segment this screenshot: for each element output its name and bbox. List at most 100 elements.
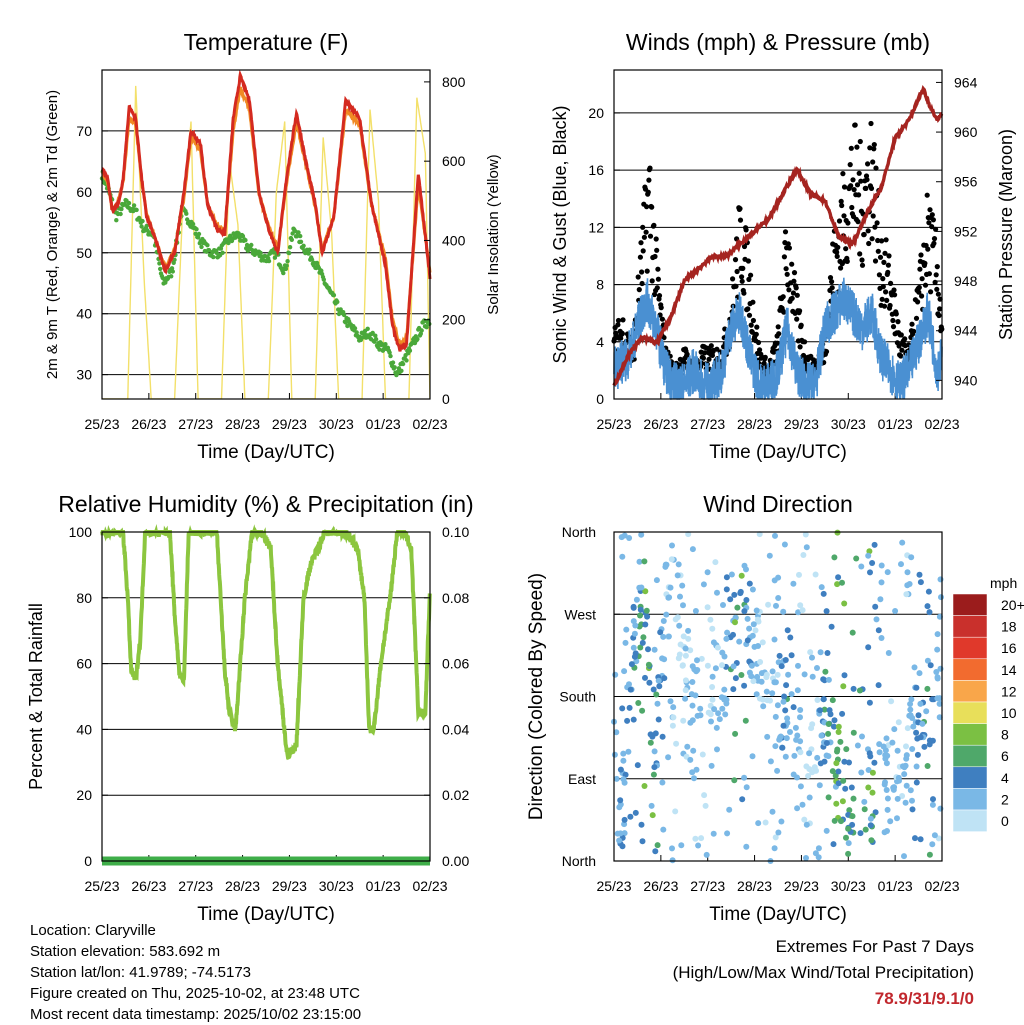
direction-point: [938, 594, 944, 601]
dewpoint-point: [298, 239, 304, 244]
gust-point: [639, 269, 645, 275]
y-tick-label: 0: [596, 391, 604, 407]
gust-point: [936, 312, 942, 319]
gust-point: [745, 306, 751, 312]
gust-point: [885, 269, 891, 275]
direction-point: [820, 676, 827, 683]
gust-point: [776, 331, 782, 337]
gust-point: [783, 266, 789, 272]
direction-point: [783, 735, 790, 742]
direction-tick-label: West: [564, 606, 596, 622]
gust-point: [789, 261, 795, 267]
direction-point: [867, 569, 873, 576]
direction-point: [797, 707, 804, 713]
gust-point: [916, 284, 922, 291]
gust-point: [933, 226, 939, 232]
direction-point: [799, 801, 806, 808]
direction-point: [738, 672, 745, 678]
y2-tick-label: 948: [954, 273, 978, 289]
direction-point: [795, 609, 802, 616]
direction-point: [619, 553, 626, 560]
dewpoint-point: [392, 365, 397, 370]
gust-point: [797, 308, 803, 314]
direction-point: [816, 782, 823, 789]
direction-point: [809, 673, 816, 680]
x-tick-label: 29/23: [784, 878, 819, 894]
direction-point: [866, 699, 873, 706]
direction-point: [711, 706, 718, 713]
gust-point: [808, 353, 814, 359]
direction-point: [702, 802, 709, 809]
direction-point: [833, 800, 840, 807]
direction-point: [904, 582, 911, 589]
direction-point: [781, 693, 788, 700]
direction-point: [841, 672, 848, 679]
direction-point: [776, 736, 783, 743]
speed-legend: mph 20+ 18 16 14 12 10 8 6 4 2 0: [952, 575, 1024, 832]
direction-point: [631, 630, 638, 637]
gust-point: [848, 183, 854, 189]
direction-point: [934, 646, 941, 653]
direction-point: [878, 635, 885, 641]
direction-point: [774, 671, 781, 678]
direction-point: [907, 706, 914, 713]
dewpoint-point: [415, 336, 420, 342]
gust-point: [909, 321, 915, 327]
direction-point: [636, 558, 643, 565]
direction-point: [688, 691, 695, 698]
gust-point: [615, 322, 621, 328]
direction-point: [901, 771, 908, 778]
direction-point: [782, 707, 789, 714]
dewpoint-point: [240, 233, 246, 239]
dewpoint-point: [199, 244, 204, 250]
direction-point: [927, 662, 934, 669]
direction-point: [878, 579, 885, 586]
gust-point: [852, 122, 858, 128]
direction-point: [611, 751, 618, 758]
direction-point: [831, 817, 838, 824]
direction-point: [619, 705, 626, 712]
dewpoint-point: [287, 245, 293, 250]
gust-point: [656, 293, 663, 299]
x-tick-label: 27/23: [690, 416, 725, 432]
direction-point: [754, 673, 761, 680]
direction-point: [680, 717, 687, 724]
direction-point: [871, 759, 878, 766]
direction-point: [867, 815, 874, 822]
dewpoint-point: [205, 243, 210, 248]
legend-swatch: [952, 809, 988, 832]
direction-point: [764, 733, 771, 740]
direction-point: [625, 748, 632, 755]
gust-point: [641, 234, 648, 240]
direction-tick-label: East: [568, 771, 596, 787]
gust-point: [834, 249, 840, 255]
direction-point: [782, 753, 789, 760]
direction-point: [772, 834, 779, 841]
direction-point: [639, 838, 646, 845]
gust-point: [893, 311, 899, 317]
direction-point: [774, 702, 781, 709]
direction-point: [883, 787, 890, 793]
direction-point: [853, 555, 860, 562]
gust-point: [737, 217, 744, 223]
direction-point: [704, 662, 711, 669]
direction-point: [657, 629, 664, 636]
direction-point: [744, 615, 751, 622]
gust-point: [643, 229, 649, 235]
direction-point: [917, 579, 924, 586]
y2-tick-label: 956: [954, 174, 978, 190]
direction-point: [778, 818, 785, 825]
direction-point: [613, 729, 620, 736]
gust-point: [847, 162, 853, 168]
direction-point: [647, 739, 654, 746]
direction-point: [903, 782, 910, 789]
legend-swatch: [952, 766, 988, 789]
y2-tick-label: 0.04: [442, 721, 469, 737]
direction-point: [736, 638, 743, 645]
gust-point: [644, 268, 650, 274]
x-tick-label: 01/23: [878, 878, 913, 894]
y2-tick-label: 200: [442, 312, 466, 328]
gust-point: [700, 355, 707, 361]
direction-point: [929, 841, 936, 848]
direction-point: [831, 554, 838, 561]
